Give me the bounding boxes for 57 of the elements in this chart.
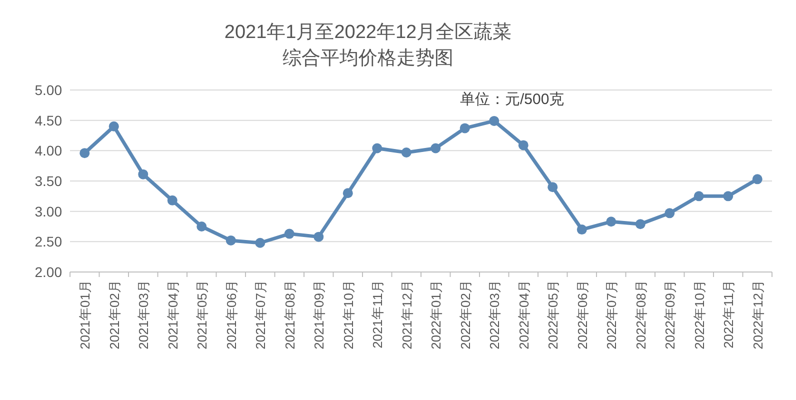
x-tick-label: 2022年02月 [458,280,473,350]
point [635,219,646,230]
point [255,238,266,248]
y-tick-label: 2.50 [34,234,62,250]
x-tick-label: 2021年12月 [399,280,414,350]
point [489,116,500,126]
point [314,232,324,242]
x-tick-label: 2021年02月 [106,280,122,350]
x-tick-label: 2021年03月 [136,280,152,350]
x-tick-label: 2021年11月 [370,280,386,348]
point [752,174,762,184]
point [694,191,704,202]
x-tick-label: 2021年01月 [78,280,93,350]
point [138,169,148,180]
point [372,143,382,154]
point [226,235,236,246]
x-tick-label: 2021年10月 [340,280,356,350]
y-tick-label: 2.00 [34,264,62,280]
y-tick-label: 3.50 [34,173,62,189]
x-tick-label: 2022年08月 [633,280,648,350]
point [576,224,587,235]
point [548,182,558,192]
point [80,148,90,158]
point [606,216,616,227]
point [401,147,412,158]
y-tick-label: 4.00 [34,142,62,159]
x-tick-label: 2022年05月 [546,280,561,350]
x-tick-label: 2021年06月 [224,280,239,350]
x-tick-label: 2021年05月 [194,280,210,350]
y-tick-label: 5.00 [34,82,62,98]
point [167,195,178,206]
x-tick-label: 2021年08月 [282,280,298,350]
point [108,121,119,132]
chart-title: 2021年1月至2022年12月全区蔬菜综合平均价格走势图 [224,22,512,69]
x-tick-label: 2022年06月 [574,280,590,350]
x-tick-label: 2022年01月 [428,280,444,350]
x-tick-label: 2022年03月 [487,280,502,350]
x-tick-label: 2021年09月 [312,280,327,350]
point [460,123,470,134]
point [196,222,207,232]
x-tick-label: 2022年04月 [516,280,532,350]
x-tick-label: 2022年10月 [692,280,707,350]
x-tick-label: 2021年07月 [253,280,268,350]
y-tick-label: 4.50 [34,112,62,128]
point [284,228,294,239]
y-tick-label: 3.00 [34,203,62,220]
point [723,191,734,202]
point [518,140,528,150]
x-tick-label: 2022年09月 [662,280,678,350]
x-tick-label: 2022年12月 [750,280,766,350]
point [430,143,441,154]
point [342,188,353,198]
annotation: 单位：元/500克 [460,91,564,108]
point [664,208,675,218]
x-tick-label: 2022年07月 [604,280,620,350]
x-tick-label: 2022年11月 [721,280,736,348]
x-tick-label: 2021年04月 [165,280,180,350]
